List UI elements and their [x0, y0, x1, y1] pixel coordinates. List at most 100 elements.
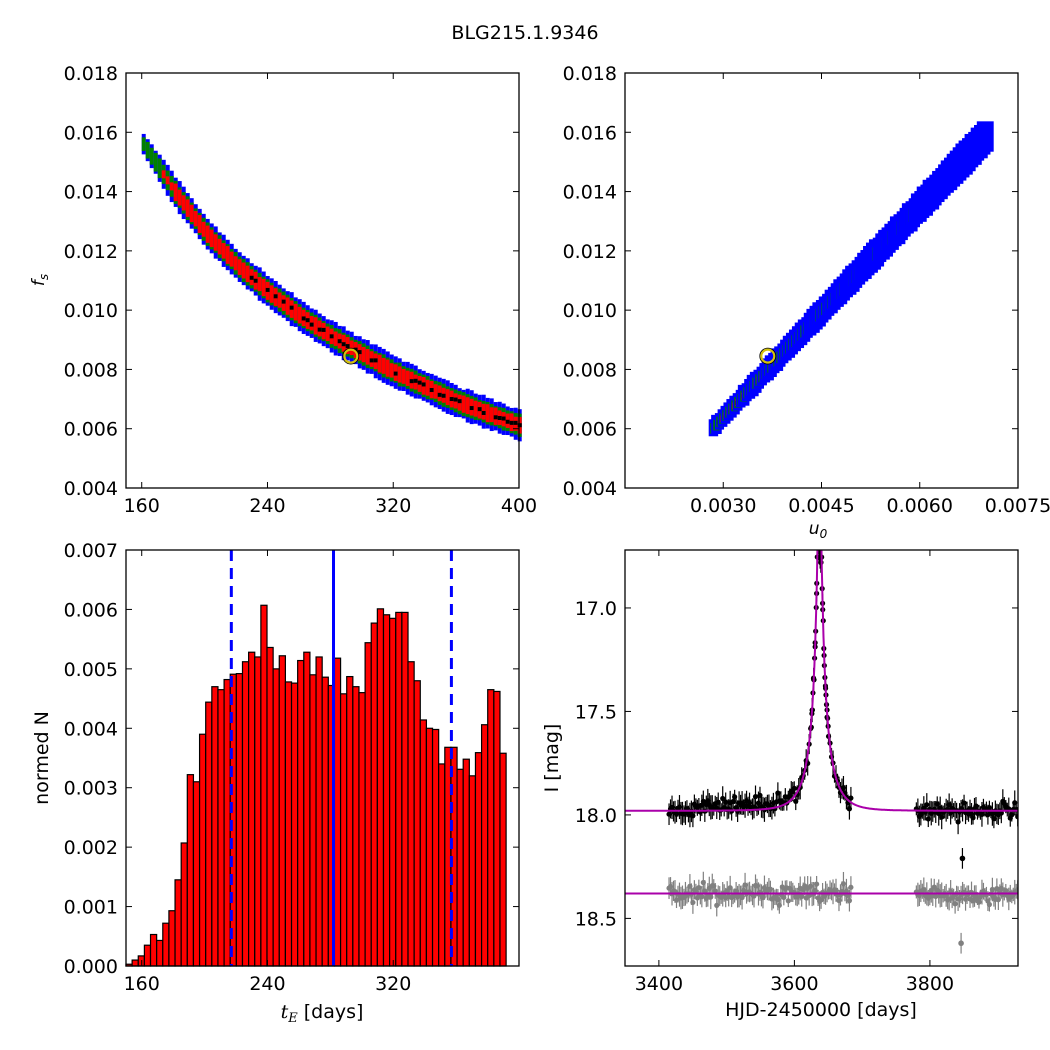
- histogram-bar: [131, 959, 139, 967]
- plot-frame: [624, 72, 1019, 489]
- density-cell-inner: [201, 221, 206, 237]
- x-tick-label: 400: [501, 495, 537, 517]
- density-cell-peak: [369, 358, 374, 363]
- density-cell-middle: [141, 137, 146, 151]
- histogram-bar: [395, 611, 403, 967]
- density-cell-inner: [377, 354, 382, 373]
- x-tick-label: 320: [375, 973, 411, 995]
- density-cell-inner: [185, 199, 190, 217]
- density-cell-peak: [321, 327, 326, 332]
- tick-labels: 3400 3600 3800 17.0 17.5 18.0 18.5: [575, 550, 1018, 995]
- histogram-bar: [156, 939, 164, 967]
- density-cell-inner: [189, 204, 194, 223]
- y-tick-label: 0.018: [563, 63, 617, 85]
- y-tick-label: 0.006: [563, 419, 617, 441]
- y-tick-label: 0.004: [563, 478, 617, 500]
- y-tick-label: 18.5: [575, 908, 617, 930]
- y-tick-label: 0.014: [64, 182, 118, 204]
- histogram-bar: [382, 614, 391, 967]
- data-point: [924, 802, 930, 808]
- histogram-bar: [272, 668, 280, 967]
- density-cell-peak: [317, 327, 322, 332]
- best-fit-marker-outline: [342, 347, 360, 365]
- y-tick-label: 0.008: [563, 359, 617, 381]
- y-tick-label: 0.012: [64, 241, 118, 263]
- residual-point: [848, 884, 854, 890]
- density-cell-inner: [225, 246, 230, 264]
- plot-frame: [125, 72, 520, 489]
- density-cell-inner: [269, 285, 274, 303]
- density-cell-peak: [457, 399, 462, 404]
- residual-point: [952, 901, 958, 907]
- histogram-bar: [241, 661, 250, 967]
- density-cell-inner: [313, 317, 318, 335]
- density-cell-inner: [169, 182, 174, 191]
- best-fit-marker-outline: [759, 347, 777, 365]
- density-cell-inner: [165, 176, 170, 185]
- density-cell-inner: [293, 303, 298, 321]
- histogram-bar: [168, 910, 176, 967]
- y-tick-label: 0.001: [64, 897, 118, 919]
- histogram-bar: [431, 728, 440, 967]
- plot-frame: [125, 549, 520, 967]
- histogram-bar: [217, 689, 225, 967]
- y-tick-label: 0.012: [563, 241, 617, 263]
- density-cell-inner: [241, 262, 246, 279]
- data-point: [817, 450, 822, 455]
- density-cell-inner: [229, 251, 234, 267]
- histogram-bar: [419, 719, 428, 967]
- histogram-bar: [162, 922, 170, 967]
- y-axis-label: fs: [29, 274, 51, 286]
- density-cell-inner: [425, 379, 430, 396]
- histogram-bar: [339, 693, 348, 967]
- histogram-bar: [149, 933, 158, 967]
- figure-title: BLG215.1.9346: [451, 22, 599, 44]
- density-cell-peak: [357, 350, 362, 355]
- density-cell-peak: [337, 339, 342, 344]
- density-cell-inner: [433, 384, 438, 399]
- histogram-bar: [468, 775, 477, 967]
- density-cell-peak: [513, 420, 518, 425]
- density-cell-inner: [401, 368, 406, 384]
- density-cell-inner: [261, 278, 266, 297]
- histogram-bar: [143, 944, 152, 967]
- y-tick-label: 0.005: [64, 659, 118, 681]
- density-cell-peak: [501, 416, 506, 421]
- histogram-bar: [401, 611, 409, 967]
- panel-te-histogram: 160 240 320 0.000 0.001 0.002 0.003 0.004 0.005 0…: [31, 540, 520, 1026]
- density-cell-inner: [397, 366, 402, 383]
- density-cell-inner: [277, 292, 282, 308]
- light-curve-marks: [625, 450, 1018, 954]
- density-cell-inner: [245, 265, 250, 283]
- y-tick-label: 0.004: [64, 718, 118, 740]
- density-cell-inner: [213, 234, 218, 251]
- density-cell-inner: [297, 306, 302, 324]
- histogram-bar: [333, 657, 342, 967]
- density-cell-peak: [265, 287, 270, 292]
- y-tick-label: 0.014: [563, 182, 617, 204]
- histogram-bar: [180, 842, 188, 967]
- y-tick-label: 0.016: [64, 122, 118, 144]
- density-cell-peak: [249, 275, 254, 280]
- histogram-bar: [364, 642, 372, 967]
- x-tick-label: 3400: [635, 973, 683, 995]
- density-cell-inner: [181, 195, 186, 211]
- density-cell-peak: [345, 344, 350, 349]
- data-point: [816, 464, 821, 469]
- density-cell-inner: [461, 395, 466, 413]
- x-tick-label: 0.0060: [887, 495, 953, 517]
- y-tick-label: 17.0: [575, 598, 617, 620]
- density-cell-inner: [405, 370, 410, 386]
- density-cell-peak: [273, 294, 278, 299]
- density-marks: [141, 133, 522, 442]
- density-cell-inner: [209, 229, 214, 248]
- density-cell-inner: [221, 243, 226, 259]
- histogram-bar: [499, 752, 507, 967]
- density-cell-inner: [285, 297, 290, 315]
- histogram-bar: [407, 661, 415, 967]
- y-axis-label: I [mag]: [541, 724, 563, 793]
- best-fit-marker: [343, 348, 359, 364]
- density-cell-peak: [477, 407, 482, 412]
- x-axis-label: u0: [809, 519, 828, 541]
- panel-fs-vs-te: 160 240 320 400 0.004 0.006 0.008 0.010 0.012 0.0…: [29, 63, 537, 517]
